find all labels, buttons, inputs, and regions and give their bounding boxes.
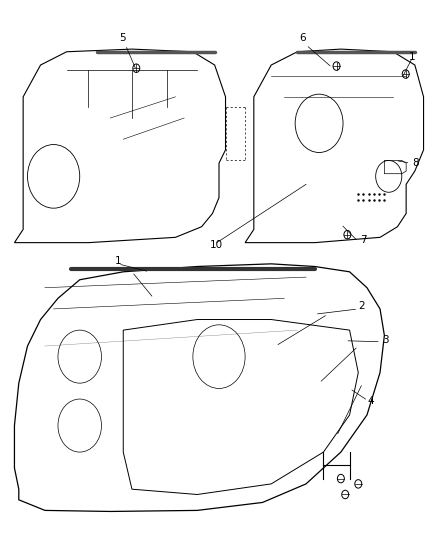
Text: 3: 3 <box>382 335 389 345</box>
Text: 1: 1 <box>408 52 415 62</box>
Text: 6: 6 <box>300 33 306 43</box>
Text: 8: 8 <box>413 158 419 168</box>
Text: 5: 5 <box>119 33 126 43</box>
Text: 2: 2 <box>358 301 365 311</box>
Text: 1: 1 <box>115 256 121 266</box>
Text: 7: 7 <box>360 235 367 245</box>
Text: 10: 10 <box>210 240 223 250</box>
Text: 4: 4 <box>367 397 374 406</box>
